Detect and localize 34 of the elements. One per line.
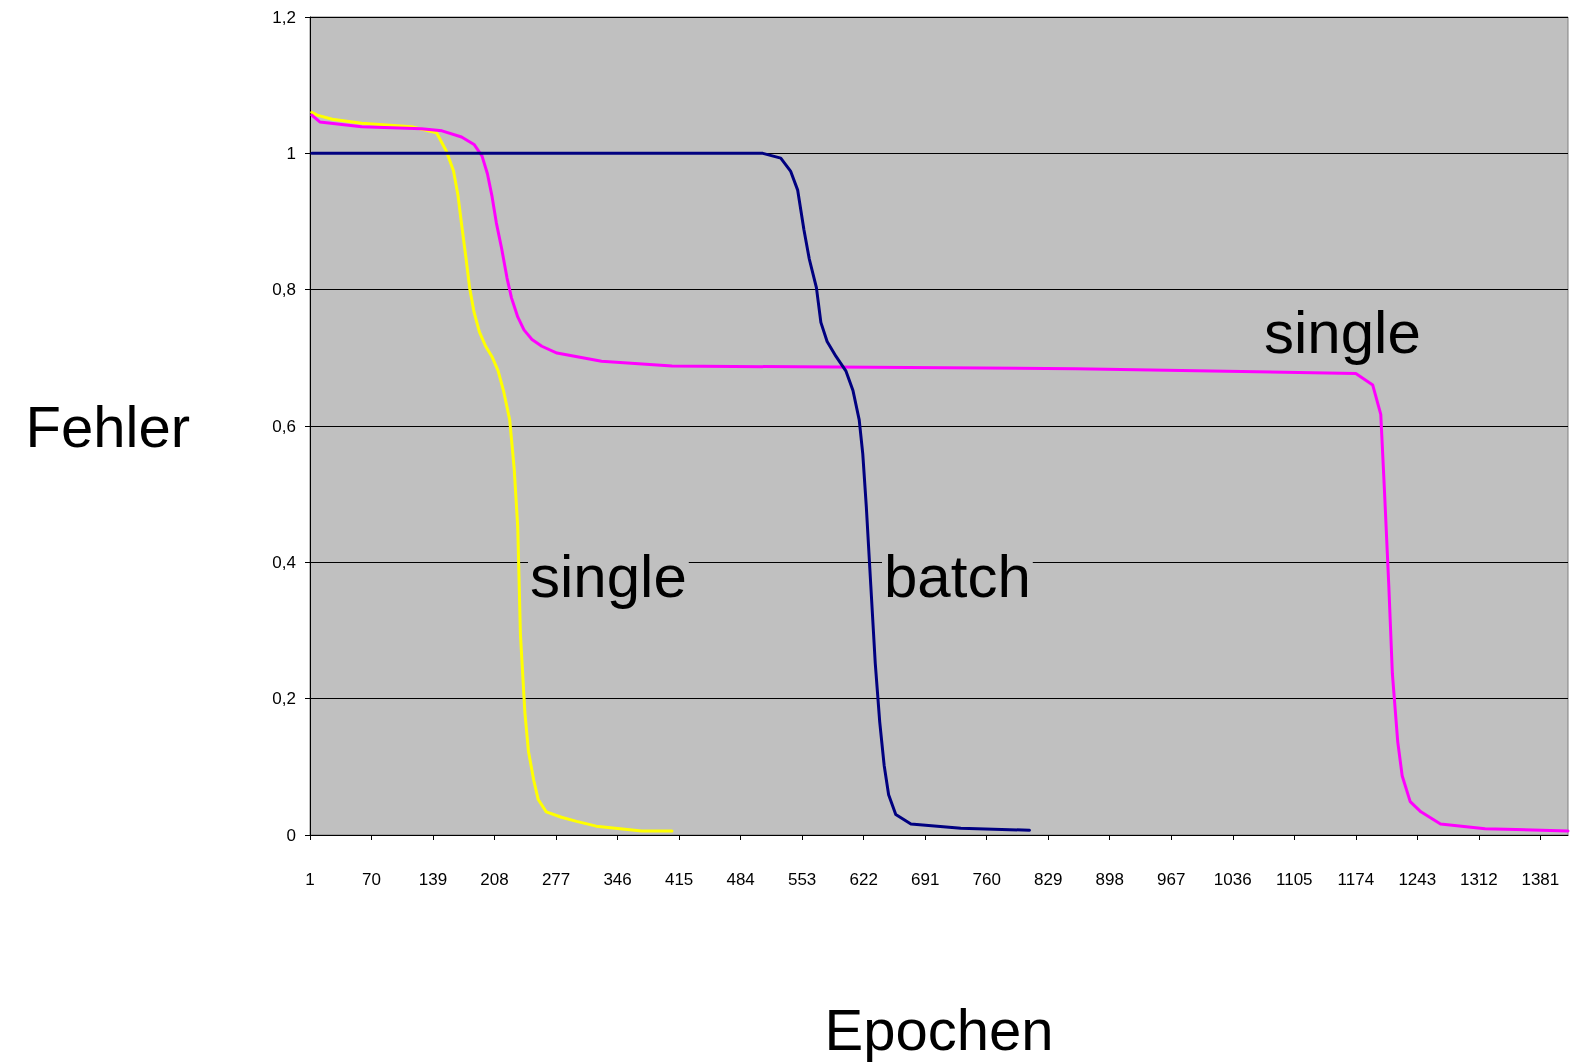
annotation: single [1264,298,1421,366]
x-tick-label: 484 [726,870,755,889]
y-tick-label: 1 [286,143,296,163]
y-tick-label: 1,2 [272,7,296,27]
x-tick-label: 967 [1157,870,1186,889]
y-tick-label: 0,4 [272,552,296,572]
x-axis-title: Epochen [824,996,1054,1062]
y-tick-label: 0,6 [272,416,296,436]
x-tick-label: 829 [1034,870,1063,889]
x-tick-label: 1381 [1521,870,1560,889]
x-tick-label: 70 [362,870,381,889]
x-tick-label: 1036 [1213,870,1252,889]
x-tick-label: 139 [418,870,448,889]
x-tick-label: 1174 [1337,870,1375,889]
x-tick-label: 760 [972,870,1001,889]
annotation: single [530,542,687,610]
x-tick-label: 622 [849,870,878,889]
x-tick-label: 1105 [1276,870,1313,889]
annotation: batch [884,542,1031,610]
line-series [310,151,1031,832]
y-axis-title: Fehler [25,393,190,459]
x-tick-label: 415 [664,870,694,889]
x-tick-label: 898 [1095,870,1124,889]
x-tick-label: 691 [910,870,940,889]
x-tick-label: 1312 [1459,870,1498,889]
y-tick-label: 0 [286,825,296,845]
x-tick-label: 1 [305,870,315,889]
x-tick-label: 208 [480,870,509,889]
x-tick-label: 277 [541,870,571,889]
x-tick-label: 346 [603,870,632,889]
y-tick-label: 0,2 [272,689,296,709]
x-tick-label: 1243 [1398,870,1437,889]
x-tick-label: 553 [787,870,817,889]
y-tick-label: 0,8 [272,280,296,300]
